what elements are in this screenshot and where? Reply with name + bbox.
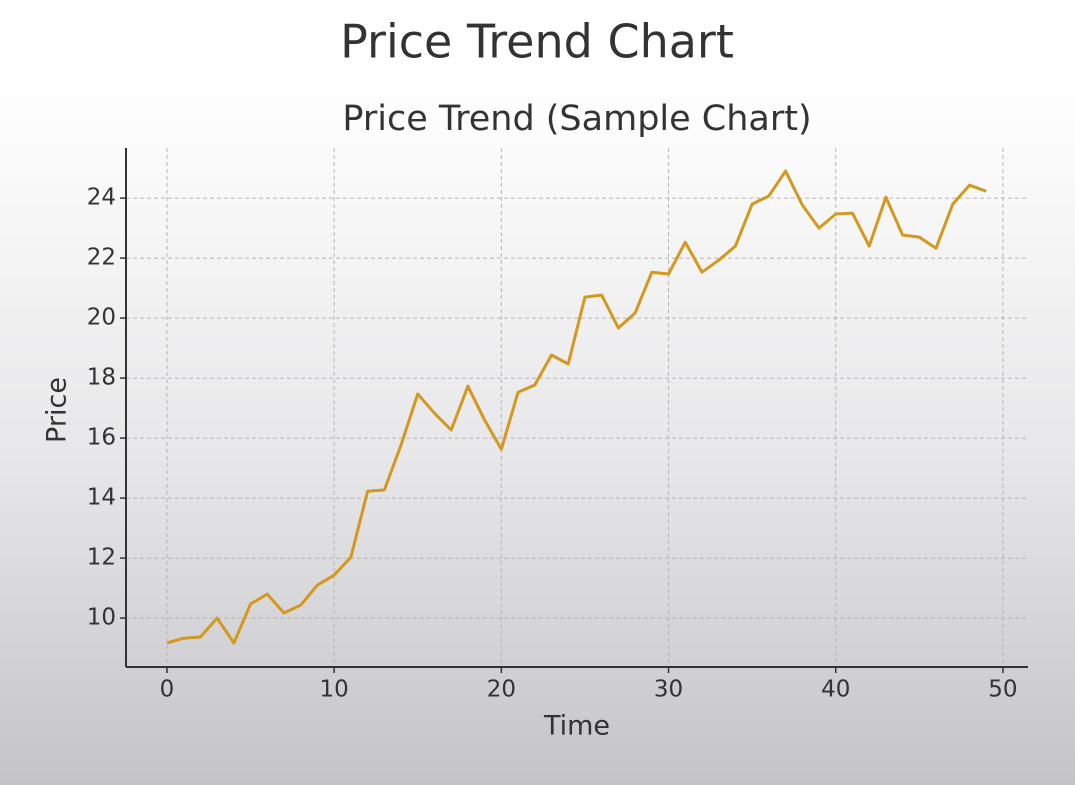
x-tick-label: 40: [821, 677, 850, 703]
chart-title: Price Trend (Sample Chart): [342, 99, 811, 139]
price-line: [166, 169, 987, 645]
y-tick-label: 10: [87, 605, 116, 631]
y-tick-label: 16: [87, 425, 116, 451]
y-tick-label: 24: [87, 185, 116, 211]
y-axis-label: Price: [42, 377, 73, 443]
x-tick-label: 0: [160, 677, 175, 703]
y-tick-label: 20: [87, 305, 116, 331]
page-title: Price Trend Chart: [340, 15, 734, 69]
x-axis-label: Time: [543, 711, 610, 742]
x-tick-label: 10: [320, 677, 349, 703]
y-tick-label: 14: [87, 485, 116, 511]
y-tick-label: 12: [87, 545, 116, 571]
x-tick-label: 20: [487, 677, 516, 703]
y-tick-label: 22: [87, 245, 116, 271]
x-tick-label: 50: [988, 677, 1017, 703]
y-tick-label: 18: [87, 365, 116, 391]
x-tick-label: 30: [654, 677, 683, 703]
